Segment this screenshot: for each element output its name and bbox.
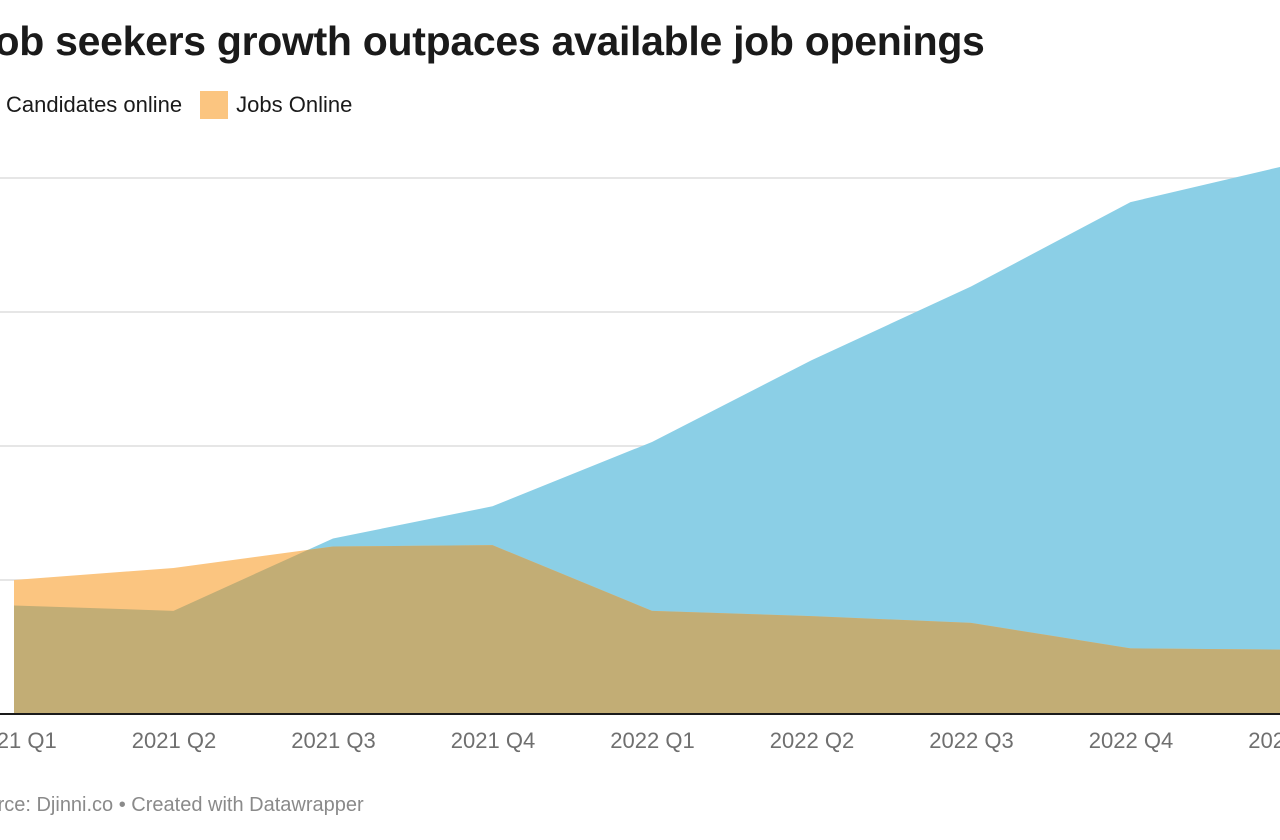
chart-title: Job seekers growth outpaces available jo…: [0, 18, 985, 64]
x-tick-label: 2021 Q1: [0, 728, 57, 753]
source-footer: Source: Djinni.co • Created with Datawra…: [0, 794, 364, 816]
legend-item-candidates: Candidates online: [0, 91, 182, 119]
legend: Candidates online Jobs Online: [0, 91, 370, 119]
x-tick-label: 2021 Q3: [291, 728, 375, 753]
legend-swatch-jobs: [200, 91, 229, 119]
legend-label-jobs: Jobs Online: [236, 92, 353, 117]
x-axis-ticks: 2021 Q1 2021 Q2 2021 Q3 2021 Q4 2022 Q1 2022 …: [0, 728, 1280, 753]
x-tick-label: 2022 Q4: [1089, 728, 1173, 753]
legend-label-candidates: Candidates online: [6, 92, 183, 117]
x-tick-label: 2023 Q1: [1248, 728, 1280, 753]
x-tick-label: 2021 Q4: [451, 728, 535, 753]
x-tick-label: 2022 Q3: [929, 728, 1013, 753]
x-tick-label: 2022 Q1: [610, 728, 694, 753]
x-tick-label: 2021 Q2: [132, 728, 216, 753]
legend-item-jobs: Jobs Online: [200, 91, 352, 119]
x-tick-label: 2022 Q2: [770, 728, 854, 753]
